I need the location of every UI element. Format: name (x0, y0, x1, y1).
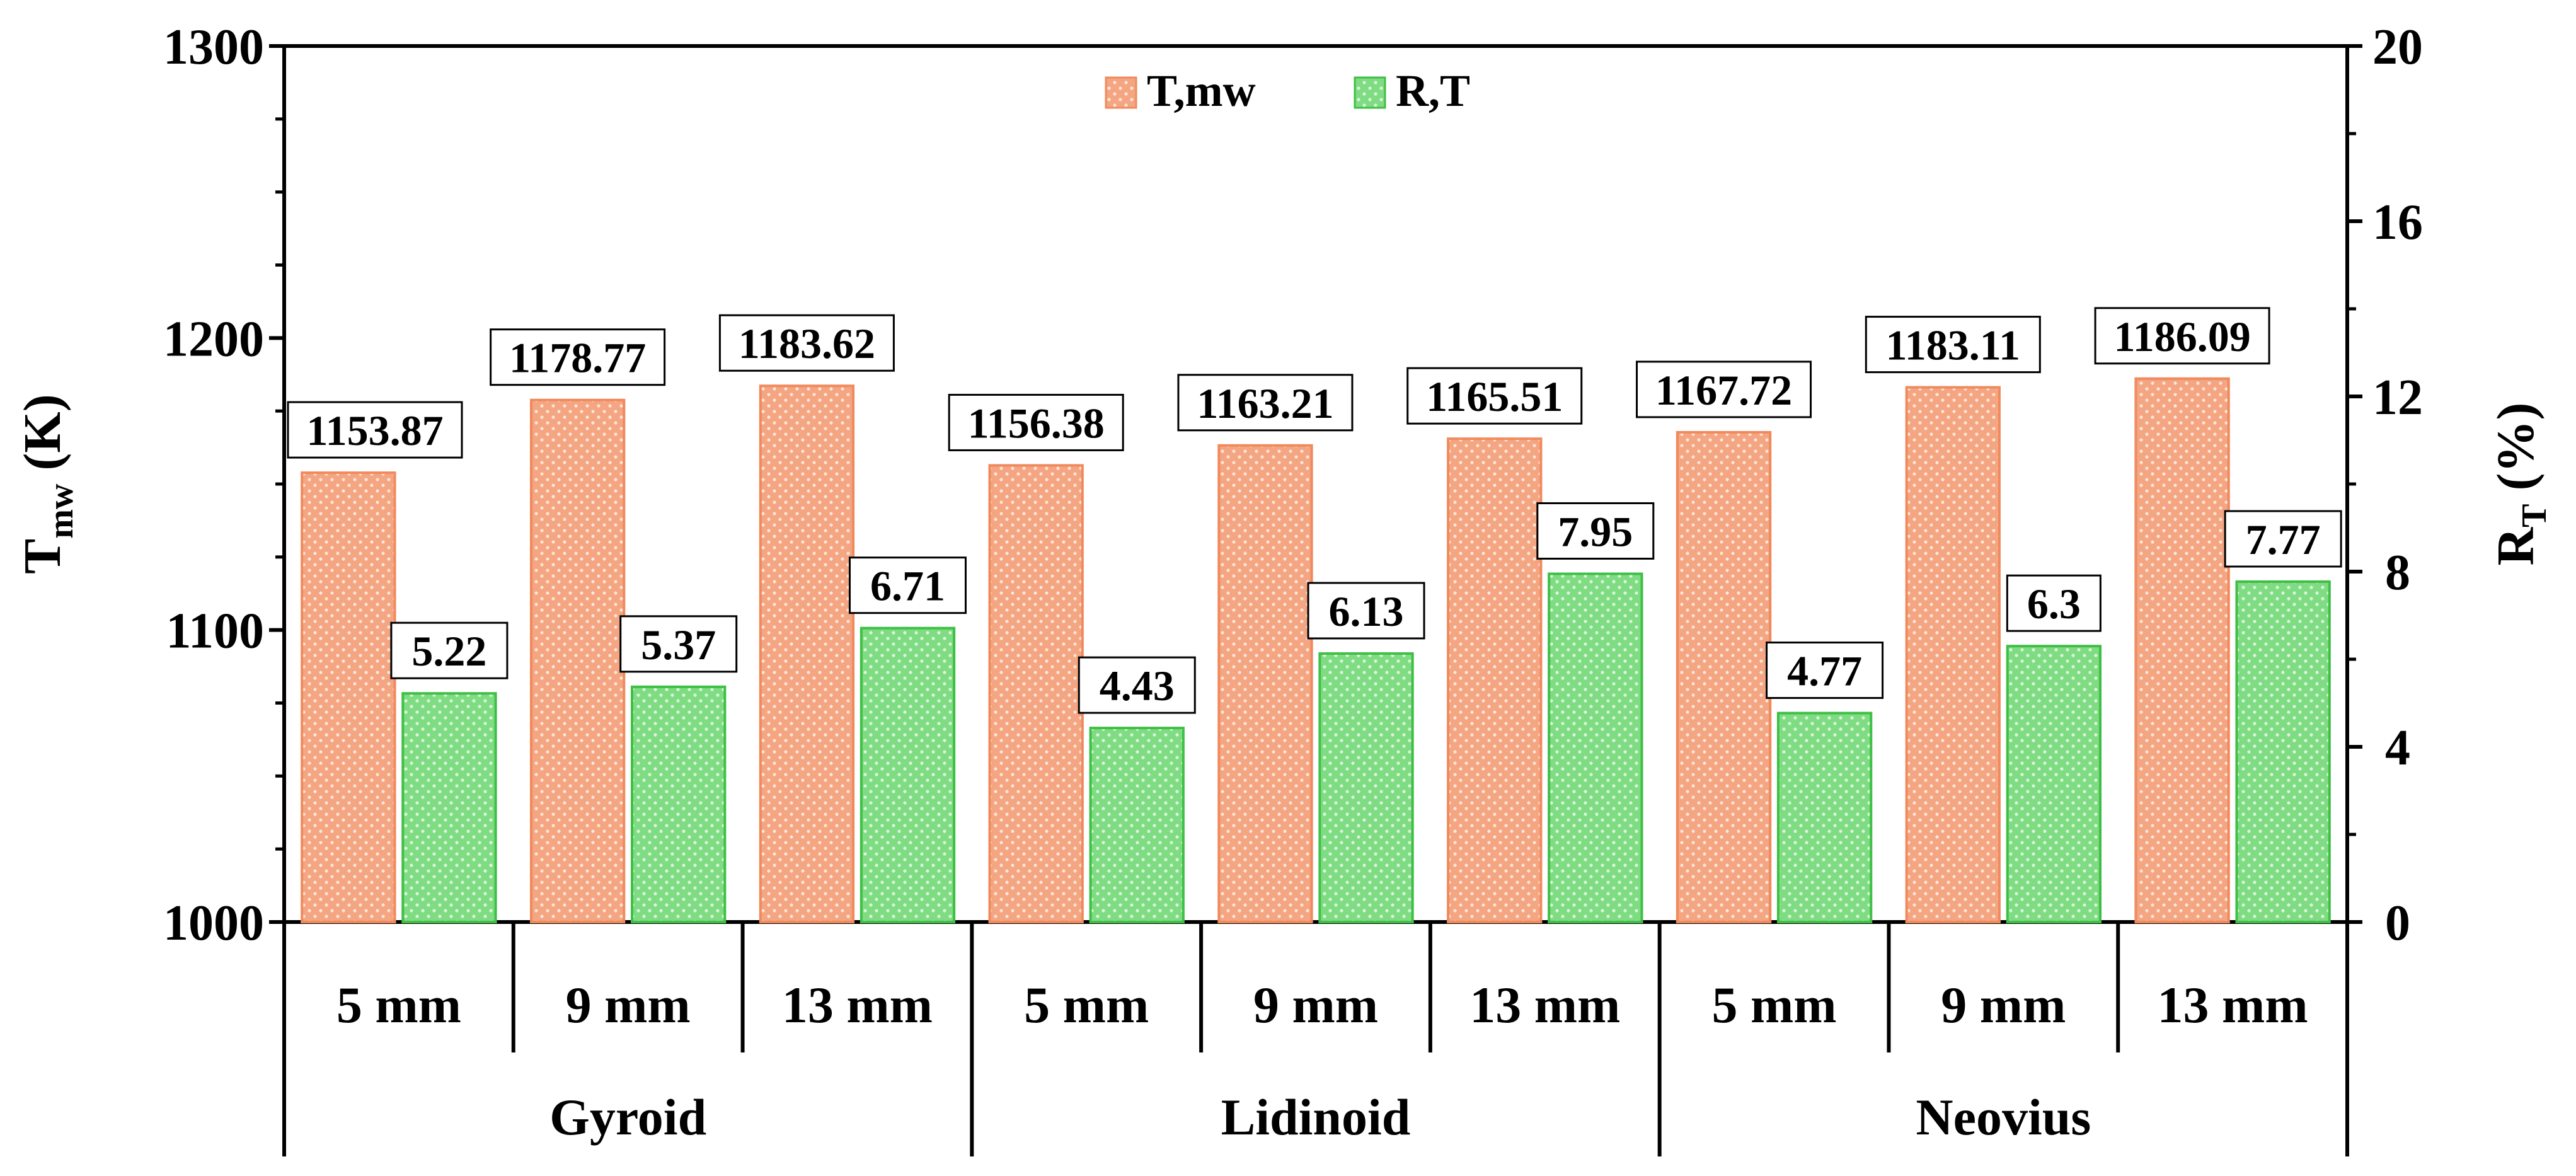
label-rt-1: 5.22 (411, 627, 486, 675)
group-label-neovius: Neovius (1916, 1088, 2091, 1146)
bar-tmw-1 (301, 471, 396, 923)
legend: T,mw R,T (1105, 66, 1470, 116)
label-box-tmw-6 (1406, 367, 1583, 425)
label-rt-2: 5.37 (641, 621, 716, 669)
category-label-2: 9 mm (566, 976, 691, 1034)
category-label-3: 13 mm (782, 976, 933, 1034)
label-tmw-2: 1178.77 (509, 334, 646, 382)
y-right-tick-label-16: 16 (2372, 195, 2423, 250)
label-rt-3: 6.71 (870, 562, 945, 610)
bar-rt-8 (2006, 645, 2102, 924)
y-right-tick-label-12: 12 (2372, 370, 2423, 425)
category-label-4: 5 mm (1024, 976, 1149, 1034)
label-box-tmw-3 (718, 314, 895, 372)
axes-layer: 1000 1100 1200 1300 0 4 8 12 16 20 (163, 20, 2423, 951)
label-tmw-7: 1167.72 (1655, 366, 1792, 414)
y-left-tick-label-1000: 1000 (163, 896, 264, 951)
bar-rt-4 (1089, 727, 1185, 923)
label-box-tmw-8 (1865, 316, 2041, 374)
data-labels-layer: 1153.87 5.22 1178.77 5.37 1183.62 6.71 1156.38… (287, 307, 2342, 714)
label-rt-6: 7.95 (1558, 507, 1633, 555)
bar-rt-7 (1776, 712, 1873, 923)
legend-label-tmw: T,mw (1147, 66, 1256, 116)
y-right-axis-title-sub: T (2515, 504, 2554, 527)
label-rt-8: 6.3 (2027, 580, 2081, 628)
bar-tmw-5 (1217, 444, 1313, 923)
label-box-tmw-4 (948, 393, 1124, 451)
bar-tmw-3 (759, 384, 855, 923)
label-tmw-9: 1186.09 (2113, 313, 2250, 360)
bar-tmw-8 (1905, 386, 2001, 923)
bar-rt-1 (401, 692, 497, 923)
bar-rt-9 (2235, 580, 2331, 923)
label-box-rt-8 (2006, 574, 2102, 632)
label-box-tmw-7 (1636, 360, 1812, 418)
bar-rt-6 (1548, 572, 1643, 923)
y-left-axis-title-tail: (K) (13, 394, 72, 483)
bars-layer (301, 377, 2331, 924)
y-right-tick-label-20: 20 (2372, 20, 2423, 75)
label-rt-9: 7.77 (2246, 516, 2321, 563)
label-box-rt-5 (1307, 582, 1425, 640)
label-box-rt-3 (848, 556, 967, 614)
category-label-5: 9 mm (1253, 976, 1378, 1034)
category-label-9: 13 mm (2158, 976, 2308, 1034)
y-right-tick-label-0: 0 (2385, 896, 2410, 951)
label-box-rt-6 (1536, 502, 1655, 560)
label-box-rt-9 (2224, 510, 2342, 568)
label-box-rt-4 (1078, 656, 1196, 714)
label-rt-5: 6.13 (1329, 587, 1404, 635)
legend-swatch-tmw (1105, 76, 1137, 109)
bar-tmw-7 (1676, 430, 1772, 923)
label-box-tmw-9 (2094, 307, 2270, 365)
y-left-axis-title-sub: mw (42, 483, 81, 539)
y-right-tick-label-4: 4 (2385, 720, 2410, 776)
label-tmw-6: 1165.51 (1426, 372, 1563, 420)
category-label-1: 5 mm (336, 976, 461, 1034)
label-box-rt-1 (390, 621, 509, 679)
category-label-8: 9 mm (1941, 976, 2066, 1034)
category-label-7: 5 mm (1711, 976, 1836, 1034)
label-box-tmw-5 (1177, 374, 1354, 432)
category-axis: 5 mm 9 mm 13 mm 5 mm 9 mm 13 mm 5 mm 9 mm 13 mm G… (282, 922, 2349, 1156)
label-rt-7: 4.77 (1787, 647, 1862, 695)
label-tmw-3: 1183.62 (739, 320, 875, 367)
bar-tmw-4 (988, 464, 1084, 923)
group-label-gyroid: Gyroid (549, 1088, 706, 1146)
y-right-tick-label-8: 8 (2385, 545, 2410, 601)
label-tmw-5: 1163.21 (1197, 379, 1333, 427)
y-right-axis-title: RT (%) (2487, 403, 2554, 566)
y-left-tick-label-1300: 1300 (163, 20, 264, 75)
label-box-tmw-2 (490, 328, 666, 386)
y-left-tick-label-1200: 1200 (163, 311, 264, 367)
bar-tmw-2 (529, 398, 626, 923)
bar-rt-3 (860, 626, 956, 924)
legend-label-rt: R,T (1396, 66, 1470, 116)
bar-tmw-6 (1447, 437, 1543, 923)
legend-swatch-rt (1354, 76, 1386, 109)
y-right-axis-title-tail: (%) (2487, 403, 2545, 504)
bar-rt-5 (1318, 652, 1414, 923)
category-label-6: 13 mm (1469, 976, 1620, 1034)
label-tmw-1: 1153.87 (306, 406, 443, 454)
group-label-lidinoid: Lidinoid (1221, 1088, 1411, 1146)
y-left-axis-title: Tmw (K) (13, 394, 81, 574)
label-tmw-4: 1156.38 (968, 399, 1105, 447)
bar-tmw-9 (2134, 377, 2230, 923)
bar-rt-2 (631, 685, 727, 924)
label-rt-4: 4.43 (1100, 662, 1175, 710)
label-box-rt-7 (1766, 641, 1884, 699)
y-left-tick-label-1100: 1100 (166, 604, 264, 659)
label-box-rt-2 (619, 615, 738, 673)
label-tmw-8: 1183.11 (1886, 321, 2021, 369)
label-box-tmw-1 (287, 401, 463, 459)
